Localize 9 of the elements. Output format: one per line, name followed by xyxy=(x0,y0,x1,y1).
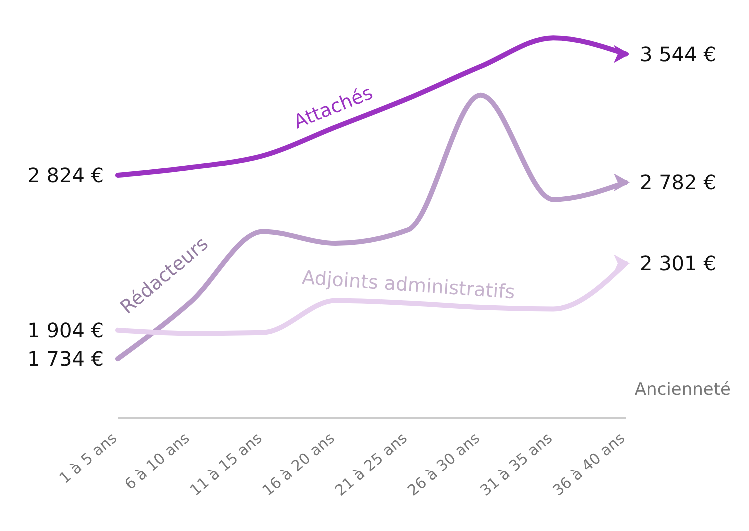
data-label: 2 301 € xyxy=(640,252,716,276)
data-label: 2 782 € xyxy=(640,170,716,195)
series-label: Adjoints administratifs xyxy=(302,266,516,304)
data-label: 3 544 € xyxy=(640,42,716,66)
data-label: 1 734 € xyxy=(28,347,104,372)
x-tick-label: 1 à 5 ans xyxy=(56,429,121,488)
x-axis-title: Ancienneté xyxy=(634,380,731,400)
data-label: 2 824 € xyxy=(28,164,104,188)
data-label: 1 904 € xyxy=(28,318,104,342)
